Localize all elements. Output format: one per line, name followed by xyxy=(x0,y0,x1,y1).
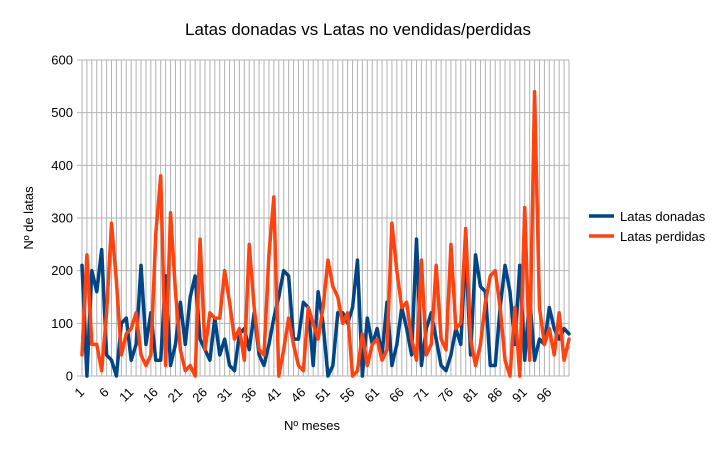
legend-label: Latas donadas xyxy=(620,209,706,224)
y-tick-label: 0 xyxy=(66,369,73,384)
y-tick-label: 100 xyxy=(51,316,73,331)
y-tick-label: 400 xyxy=(51,158,73,173)
y-tick-label: 300 xyxy=(51,211,73,226)
series-line-latas-perdidas xyxy=(80,89,571,378)
y-tick-label: 600 xyxy=(51,53,73,68)
y-tick-label: 500 xyxy=(51,105,73,120)
y-tick-labels: 0 100 200 300 400 500 600 xyxy=(51,53,73,384)
y-tick-label: 200 xyxy=(51,263,73,278)
legend: Latas donadas Latas perdidas xyxy=(589,209,706,244)
legend-label: Latas perdidas xyxy=(620,229,706,244)
y-axis-label: Nº de latas xyxy=(21,186,36,250)
chart-title: Latas donadas vs Latas no vendidas/perdi… xyxy=(185,20,531,39)
x-axis-label: Nº meses xyxy=(284,418,341,433)
series-lines xyxy=(80,89,571,378)
